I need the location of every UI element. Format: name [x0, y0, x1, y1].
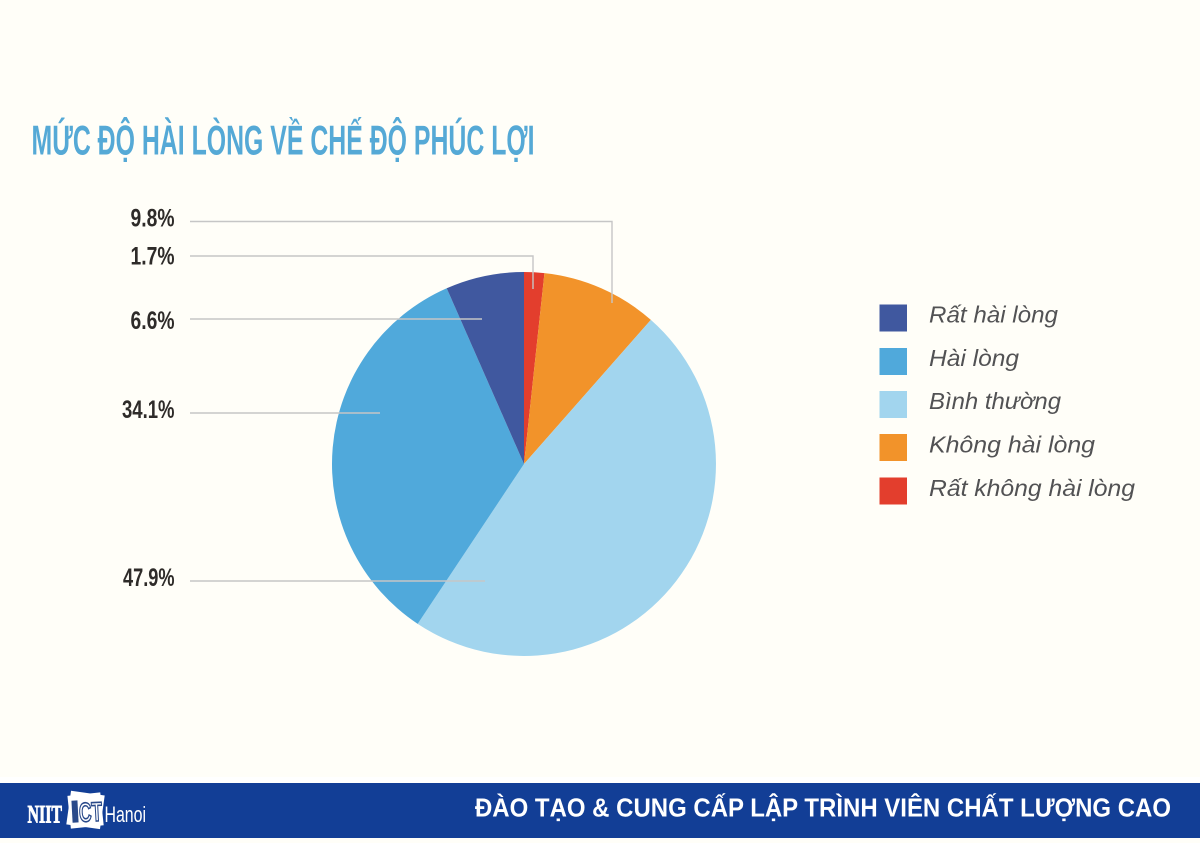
svg-text:Rất không hài lòng: Rất không hài lòng	[929, 475, 1135, 501]
svg-text:CT: CT	[78, 797, 103, 828]
svg-text:Rất hài lòng: Rất hài lòng	[929, 302, 1058, 328]
svg-text:MỨC ĐỘ HÀI LÒNG VỀ CHẾ ĐỘ PHÚC: MỨC ĐỘ HÀI LÒNG VỀ CHẾ ĐỘ PHÚC LỢI	[32, 117, 535, 164]
svg-text:Bình thường: Bình thường	[929, 388, 1061, 414]
svg-text:1.7%: 1.7%	[131, 243, 175, 271]
svg-text:Không hài lòng: Không hài lòng	[929, 432, 1095, 458]
svg-text:34.1%: 34.1%	[122, 396, 175, 424]
svg-text:NIIT: NIIT	[28, 802, 63, 829]
svg-text:6.6%: 6.6%	[131, 307, 175, 335]
svg-text:ĐÀO TẠO & CUNG CẤP LẬP TRÌNH V: ĐÀO TẠO & CUNG CẤP LẬP TRÌNH VIÊN CHẤT L…	[475, 793, 1171, 823]
svg-text:Hài lòng: Hài lòng	[929, 345, 1019, 371]
svg-text:9.8%: 9.8%	[131, 205, 175, 233]
svg-text:Hanoi: Hanoi	[105, 802, 147, 827]
svg-text:47.9%: 47.9%	[123, 564, 175, 592]
